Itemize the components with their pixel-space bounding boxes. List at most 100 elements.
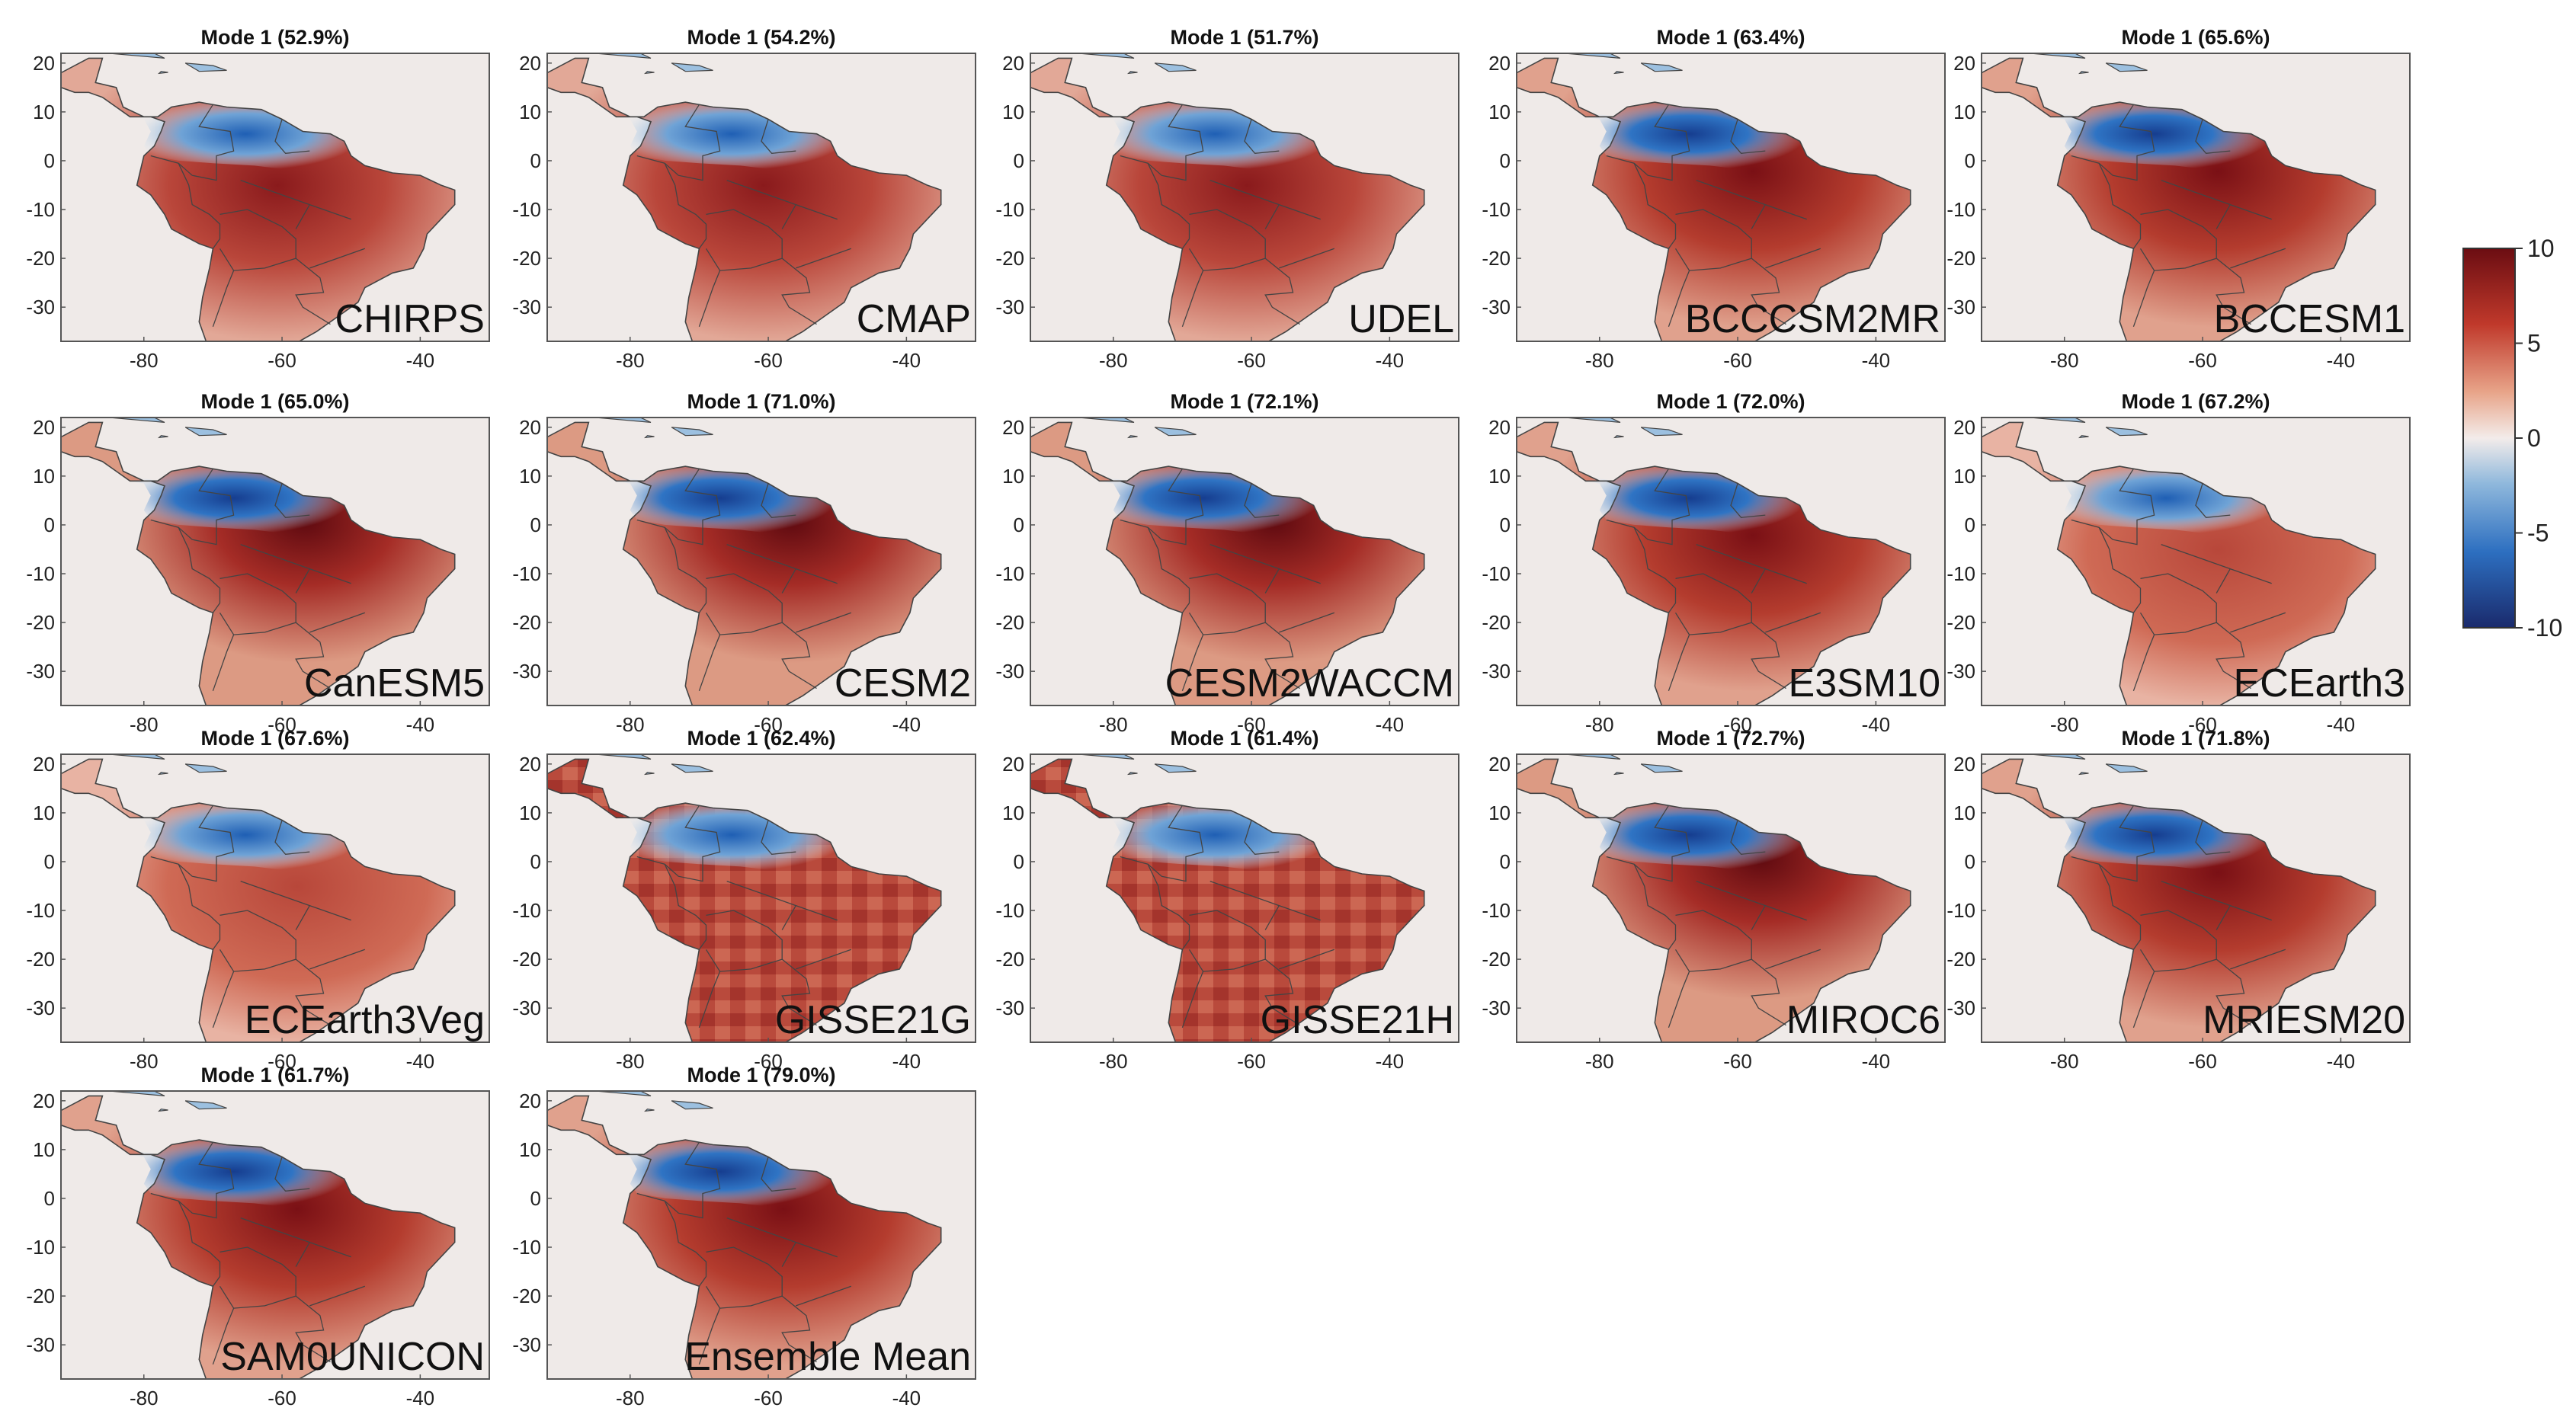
country-border xyxy=(1751,258,1786,325)
country-border xyxy=(274,820,310,855)
model-label: SAM0UNICON xyxy=(220,1335,485,1379)
map-panel: Mode 1 (54.2%) 20 10 0 -10 -20 -30 -80 -60 -40 CMA… xyxy=(512,26,976,372)
map-panel: Mode 1 (72.0%) 20 10 0 -10 -20 -30 -80 -60 -40 E3S… xyxy=(1482,390,1946,736)
panel-title: Mode 1 (63.4%) xyxy=(1656,26,1805,49)
lat-tick-label: 0 xyxy=(530,850,541,873)
country-border xyxy=(781,258,817,325)
map-panel: Mode 1 (63.4%) 20 10 0 -10 -20 -30 -80 -60 -40 BCC… xyxy=(1482,26,1946,372)
country-border xyxy=(1674,209,1752,271)
lat-tick-label: 10 xyxy=(1953,465,1975,488)
lat-tick-label: -10 xyxy=(512,1236,541,1259)
country-border xyxy=(761,820,796,855)
country-border xyxy=(2071,468,2155,546)
caribbean-island xyxy=(644,435,655,439)
country-border xyxy=(2071,104,2155,181)
country-border xyxy=(1674,573,1752,635)
country-border xyxy=(761,483,796,518)
lon-tick-label: -60 xyxy=(2188,349,2217,372)
lon-tick-label: -40 xyxy=(406,349,435,372)
country-border xyxy=(1244,820,1280,855)
country-border xyxy=(1633,526,1677,613)
caribbean-island xyxy=(158,772,168,776)
country-border xyxy=(664,1200,707,1287)
country-border xyxy=(1668,270,1690,328)
country-border xyxy=(295,622,331,690)
caribbean-island xyxy=(671,427,713,437)
lat-tick-label: -10 xyxy=(512,899,541,922)
lat-tick-label: 20 xyxy=(519,753,541,776)
country-border xyxy=(2161,179,2272,220)
country-border xyxy=(1730,119,1766,154)
lon-tick-label: -60 xyxy=(754,1050,783,1073)
lat-tick-label: 20 xyxy=(33,753,55,776)
lat-tick-label: 10 xyxy=(33,801,55,824)
country-border xyxy=(1188,209,1266,271)
lat-tick-label: -10 xyxy=(26,562,55,585)
lat-tick-label: -10 xyxy=(26,1236,55,1259)
country-border xyxy=(309,1285,366,1307)
country-border xyxy=(212,634,235,692)
country-border xyxy=(1279,248,1335,269)
panel-title: Mode 1 (72.0%) xyxy=(1656,390,1805,413)
caribbean-island xyxy=(109,1091,165,1096)
positive-anomaly-region xyxy=(1982,58,2376,341)
lat-tick-label: -10 xyxy=(1946,562,1975,585)
country-border xyxy=(2230,949,2286,970)
map-panel: Mode 1 (67.2%) 20 10 0 -10 -20 -30 -80 -60 -40 ECE… xyxy=(1946,390,2411,736)
lon-tick-label: -40 xyxy=(2327,349,2356,372)
country-border xyxy=(1633,162,1677,249)
country-border xyxy=(274,119,310,154)
caribbean-island xyxy=(644,1109,655,1112)
country-border xyxy=(726,1217,838,1258)
country-border xyxy=(2195,820,2231,855)
lat-tick-label: -20 xyxy=(1946,948,1975,971)
country-border xyxy=(2098,526,2142,613)
lat-tick-label: 0 xyxy=(1965,149,1975,172)
panel-title: Mode 1 (61.7%) xyxy=(200,1064,349,1086)
lat-tick-label: -20 xyxy=(995,611,1024,634)
lat-tick-label: 20 xyxy=(1002,52,1024,75)
lon-tick-label: -80 xyxy=(2050,1050,2079,1073)
lat-tick-label: -20 xyxy=(512,611,541,634)
colorbar: 10 5 0 -5 -10 xyxy=(2462,235,2562,642)
lon-tick-label: -60 xyxy=(1237,349,1266,372)
lon-tick-label: -40 xyxy=(2327,713,2356,736)
caribbean-island xyxy=(671,62,713,72)
country-border xyxy=(309,949,366,970)
country-border xyxy=(295,905,310,930)
country-border xyxy=(178,863,221,950)
lat-tick-label: -30 xyxy=(1482,997,1511,1019)
country-border xyxy=(726,880,838,921)
country-border xyxy=(1264,568,1280,594)
map-frame xyxy=(1516,753,1946,1043)
lat-tick-label: -30 xyxy=(512,997,541,1019)
country-border xyxy=(1696,543,1807,584)
country-border xyxy=(295,568,310,594)
country-border xyxy=(1751,905,1766,930)
country-border xyxy=(2195,483,2231,518)
map-frame xyxy=(546,753,976,1043)
caribbean-island xyxy=(184,763,227,773)
lat-tick-label: 0 xyxy=(1014,149,1024,172)
lon-tick-label: -60 xyxy=(1237,1050,1266,1073)
country-border xyxy=(240,880,351,921)
country-border xyxy=(796,612,852,633)
lat-tick-label: 0 xyxy=(1500,514,1511,536)
country-border xyxy=(2216,204,2231,229)
caribbean-island xyxy=(671,763,713,773)
map-panel: Mode 1 (65.6%) 20 10 0 -10 -20 -30 -80 -60 -40 BCC… xyxy=(1946,26,2411,372)
country-border xyxy=(664,162,707,249)
country-border xyxy=(1264,958,1300,1026)
colorbar-tick-label: 0 xyxy=(2527,424,2541,452)
country-border xyxy=(219,209,296,271)
lat-tick-label: -30 xyxy=(26,1333,55,1356)
country-border xyxy=(1188,910,1266,972)
map-panel: Mode 1 (79.0%) 20 10 0 -10 -20 -30 -80 -60 -40 Ens… xyxy=(512,1064,976,1409)
caribbean-island xyxy=(595,754,652,760)
panel-title: Mode 1 (52.9%) xyxy=(200,26,349,49)
lat-tick-label: -20 xyxy=(1946,247,1975,270)
coastline xyxy=(61,421,456,706)
lat-tick-label: -30 xyxy=(995,660,1024,683)
model-label: BCCCSM2MR xyxy=(1685,297,1940,341)
country-border xyxy=(1696,179,1807,220)
